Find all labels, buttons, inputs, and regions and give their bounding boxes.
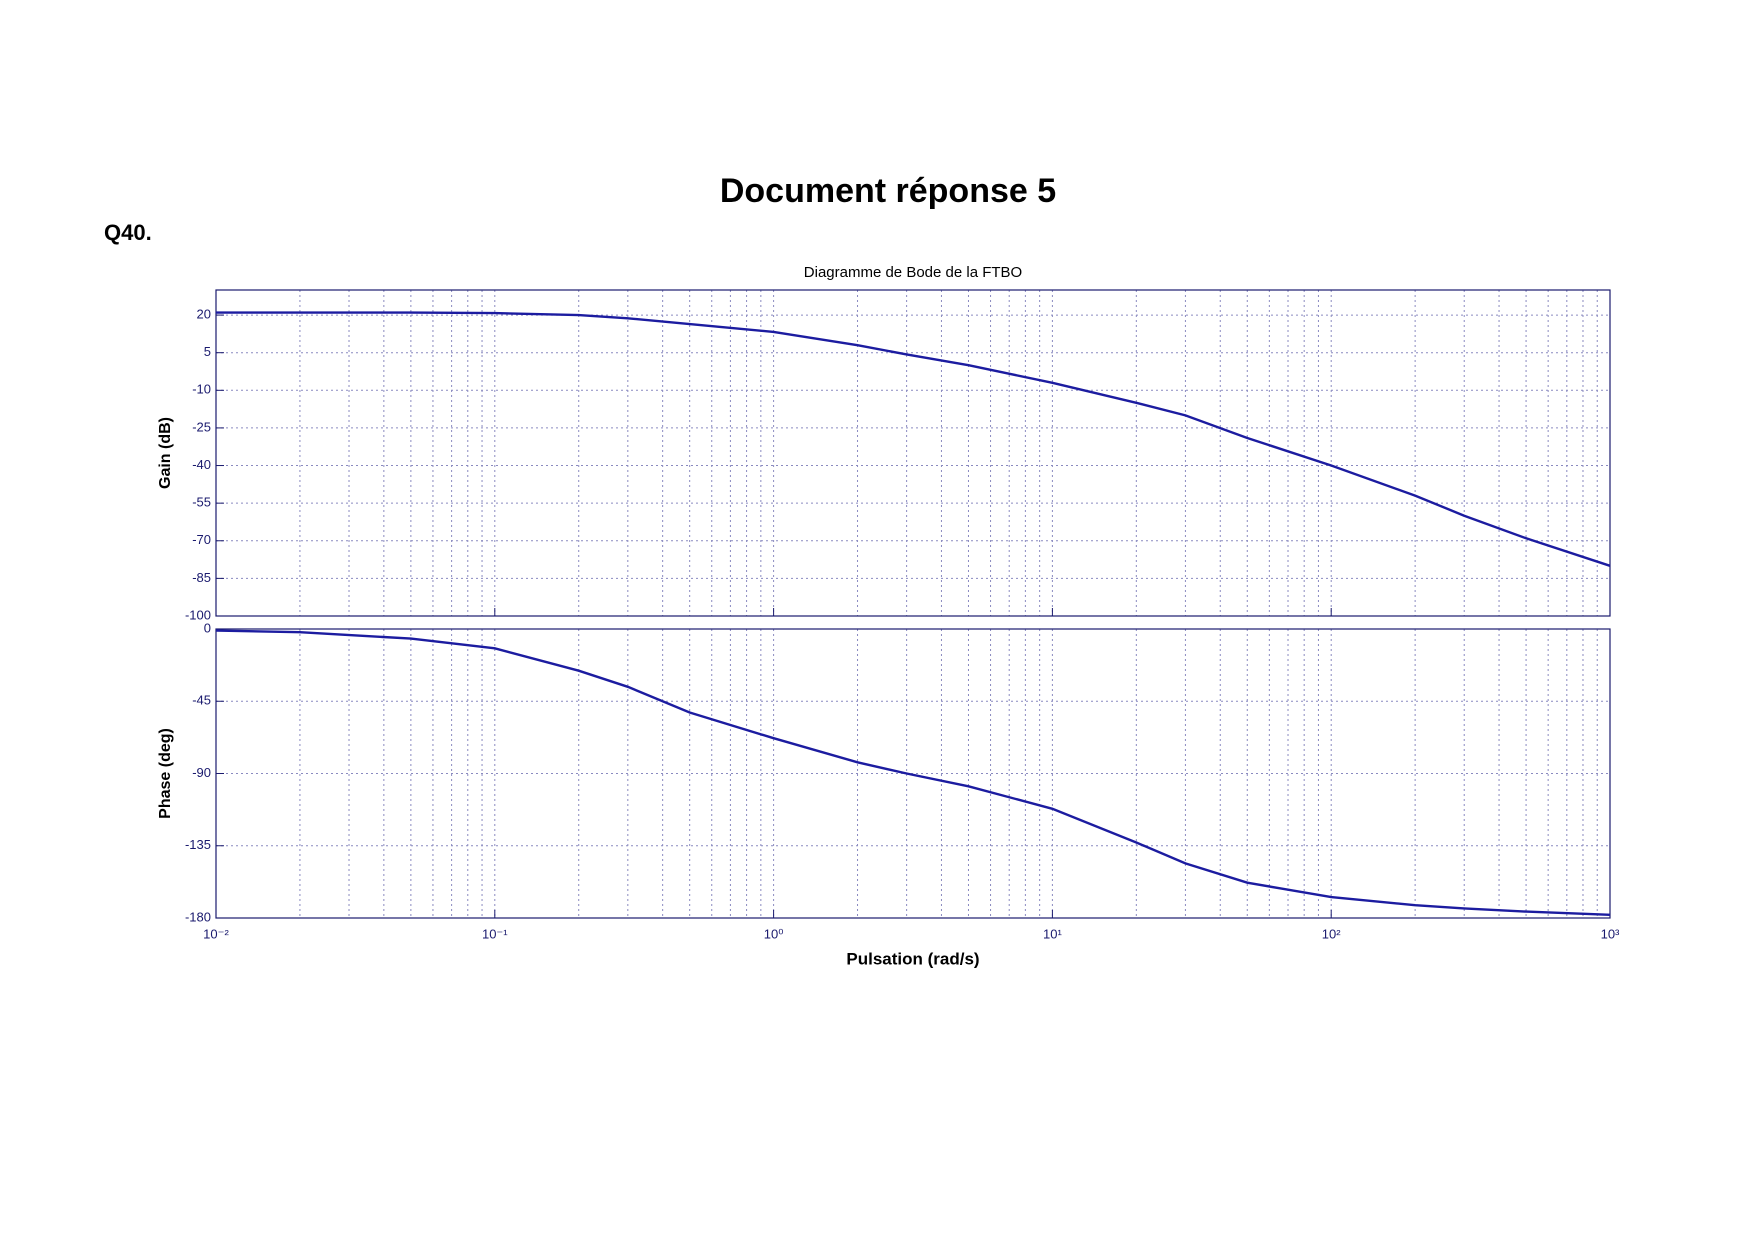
- y-axis-label: Phase (deg): [157, 728, 174, 819]
- x-axis-label: Pulsation (rad/s): [846, 949, 979, 968]
- series-line: [216, 311, 1611, 567]
- y-tick-label: -85: [192, 570, 211, 585]
- y-tick-label: -180: [185, 909, 211, 924]
- y-tick-label: -55: [192, 495, 211, 510]
- document-title: Document réponse 5: [720, 172, 1056, 210]
- y-tick-label: -25: [192, 419, 211, 434]
- y-tick-label: -135: [185, 837, 211, 852]
- y-tick-label: -100: [185, 607, 211, 622]
- x-tick-label: 10¹: [1043, 926, 1062, 941]
- y-tick-label: 5: [204, 344, 211, 359]
- x-tick-label: 10⁰: [764, 926, 784, 941]
- question-label: Q40.: [104, 220, 152, 245]
- series-line: [215, 629, 1611, 916]
- x-tick-label: 10⁻²: [203, 926, 229, 941]
- x-tick-label: 10⁻¹: [482, 926, 508, 941]
- y-tick-label: -40: [192, 457, 211, 472]
- plot-frame: [215, 289, 1611, 617]
- y-tick-label: 0: [204, 620, 211, 635]
- y-tick-label: -70: [192, 532, 211, 547]
- y-tick-label: -90: [192, 765, 211, 780]
- y-tick-label: -45: [192, 693, 211, 708]
- x-tick-label: 10²: [1322, 926, 1341, 941]
- y-tick-label: 20: [197, 307, 211, 322]
- y-tick-label: -10: [192, 382, 211, 397]
- y-axis-label: Gain (dB): [157, 417, 174, 489]
- x-tick-label: 10³: [1601, 926, 1620, 941]
- plot-frame: [215, 628, 1611, 919]
- chart-title: Diagramme de Bode de la FTBO: [804, 264, 1022, 281]
